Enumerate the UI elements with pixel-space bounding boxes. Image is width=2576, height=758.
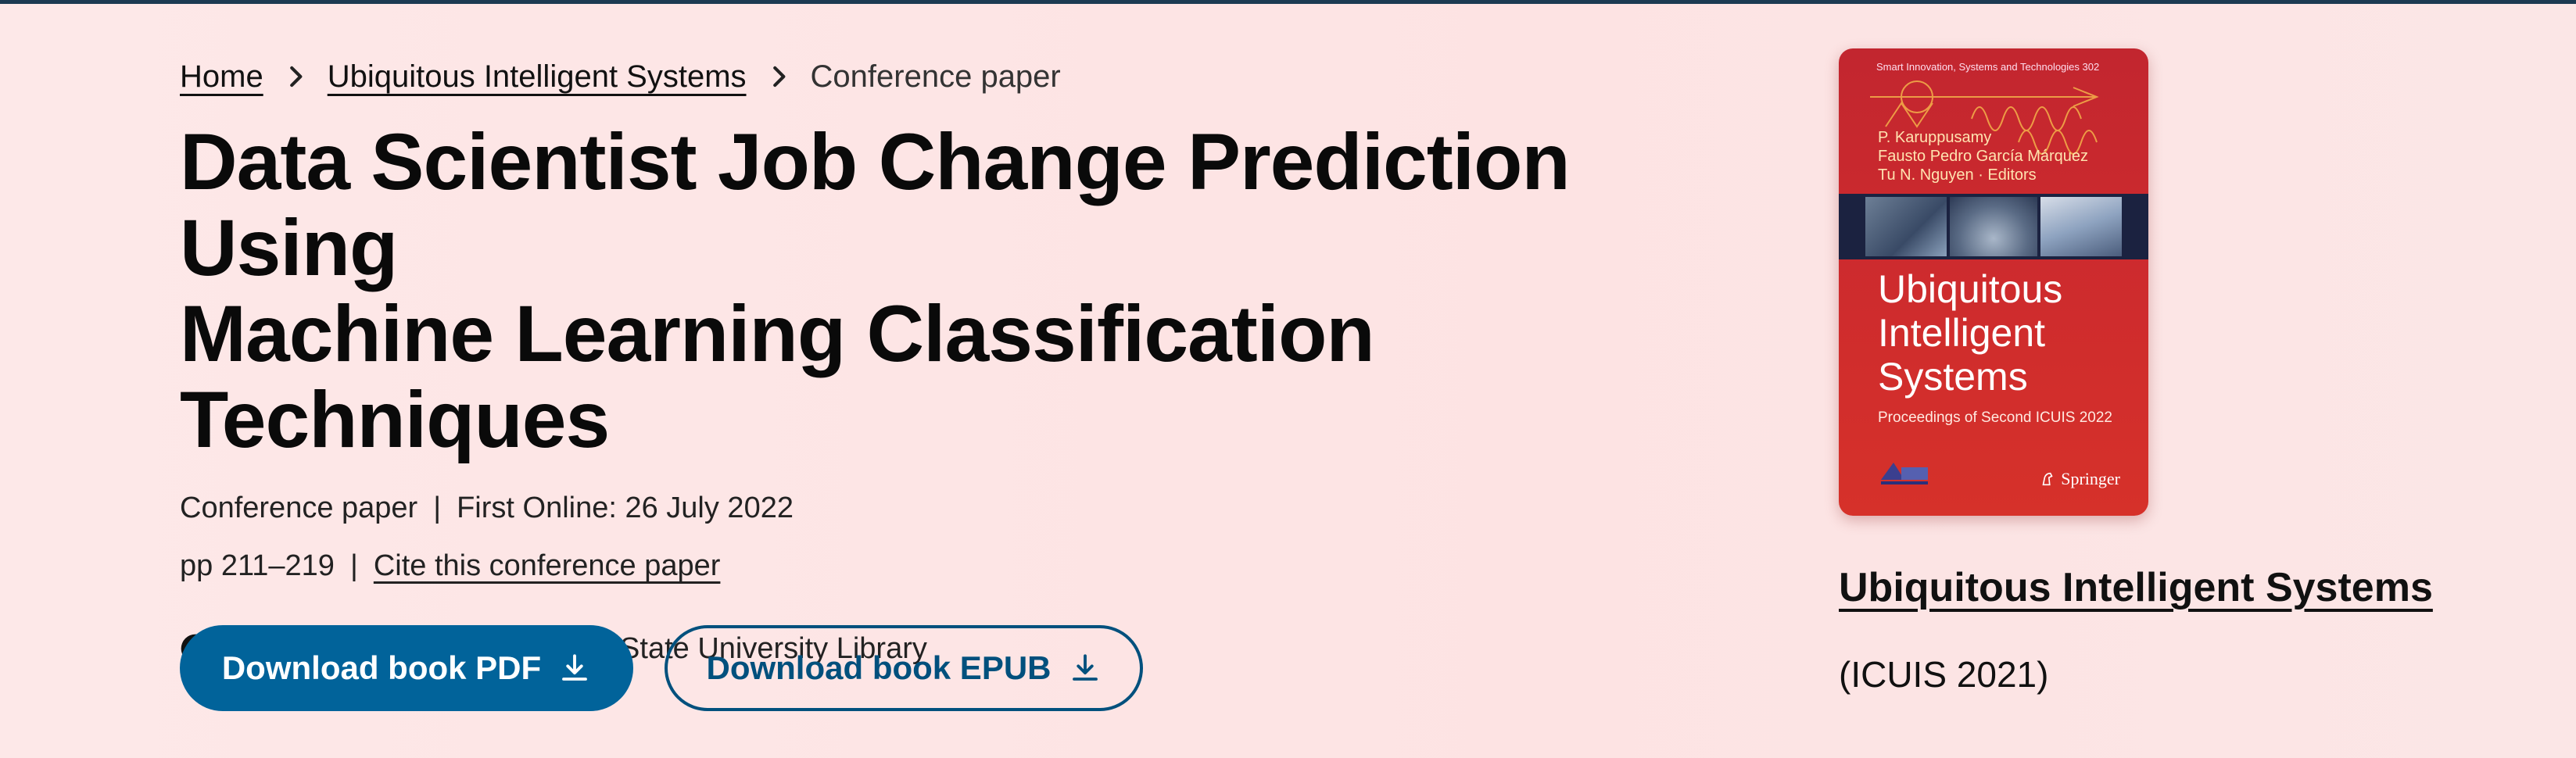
cover-title-line: Intelligent (1878, 311, 2046, 355)
cover-editor: P. Karuppusamy (1878, 129, 1992, 146)
cover-title-line: Ubiquitous (1878, 267, 2063, 311)
cover-photo (2040, 197, 2122, 256)
cover-photo (1950, 197, 2037, 256)
cover-series: Smart Innovation, Systems and Technologi… (1876, 61, 2100, 73)
cover-title: Ubiquitous Intelligent Systems (1878, 267, 2062, 399)
page-title: Data Scientist Job Change Prediction Usi… (180, 119, 1806, 463)
breadcrumb-current: Conference paper (810, 59, 1061, 94)
cover-ornament (1870, 80, 2099, 155)
page-range: pp 211–219 (180, 549, 335, 582)
cover-editor: Tu N. Nguyen · Editors (1878, 166, 2037, 184)
content-type: Conference paper (180, 491, 418, 524)
download-pdf-label: Download book PDF (221, 649, 542, 686)
cover-editor: Fausto Pedro García Márquez (1878, 148, 2089, 165)
publication-meta: Conference paper | First Online: 26 July… (180, 484, 1790, 531)
cite-link[interactable]: Cite this conference paper (373, 549, 721, 582)
cover-publisher: Springer (2039, 469, 2120, 489)
breadcrumb-home-link[interactable]: Home (180, 59, 263, 94)
first-online-date: First Online: 26 July 2022 (457, 491, 794, 524)
download-pdf-button[interactable]: Download book PDF (180, 625, 633, 711)
title-line-1: Data Scientist Job Change Prediction Usi… (180, 117, 1571, 292)
meta-separator: | (349, 549, 358, 582)
chevron-right-icon (281, 62, 310, 91)
book-cover-image[interactable]: Smart Innovation, Systems and Technologi… (1839, 48, 2148, 516)
meta-separator: | (433, 491, 442, 524)
springer-horse-icon (2042, 472, 2053, 486)
download-buttons: Download book PDF Download book EPUB (180, 625, 1143, 711)
conference-logo-icon (1881, 463, 1928, 484)
chevron-right-icon (764, 62, 794, 91)
top-border (0, 0, 2576, 4)
cover-photo (1865, 197, 1947, 256)
download-epub-button[interactable]: Download book EPUB (665, 625, 1143, 711)
download-icon (1069, 652, 1102, 685)
download-epub-label: Download book EPUB (706, 649, 1052, 686)
cover-title-line: Systems (1878, 355, 2028, 399)
pages-meta: pp 211–219 | Cite this conference paper (180, 542, 1790, 589)
cover-publisher-name: Springer (2061, 469, 2120, 488)
breadcrumb: Home Ubiquitous Intelligent Systems Conf… (180, 48, 1790, 105)
download-icon (558, 652, 591, 685)
article-header: Home Ubiquitous Intelligent Systems Conf… (180, 48, 1790, 672)
conference-name: (ICUIS 2021) (1839, 654, 2049, 695)
book-title-link[interactable]: Ubiquitous Intelligent Systems (1839, 565, 2433, 610)
title-line-2: Machine Learning Classification Techniqu… (180, 289, 1375, 464)
cover-editors: P. Karuppusamy Fausto Pedro García Márqu… (1878, 128, 2088, 184)
cover-subtitle: Proceedings of Second ICUIS 2022 (1878, 409, 2112, 426)
breadcrumb-book-link[interactable]: Ubiquitous Intelligent Systems (327, 59, 747, 94)
